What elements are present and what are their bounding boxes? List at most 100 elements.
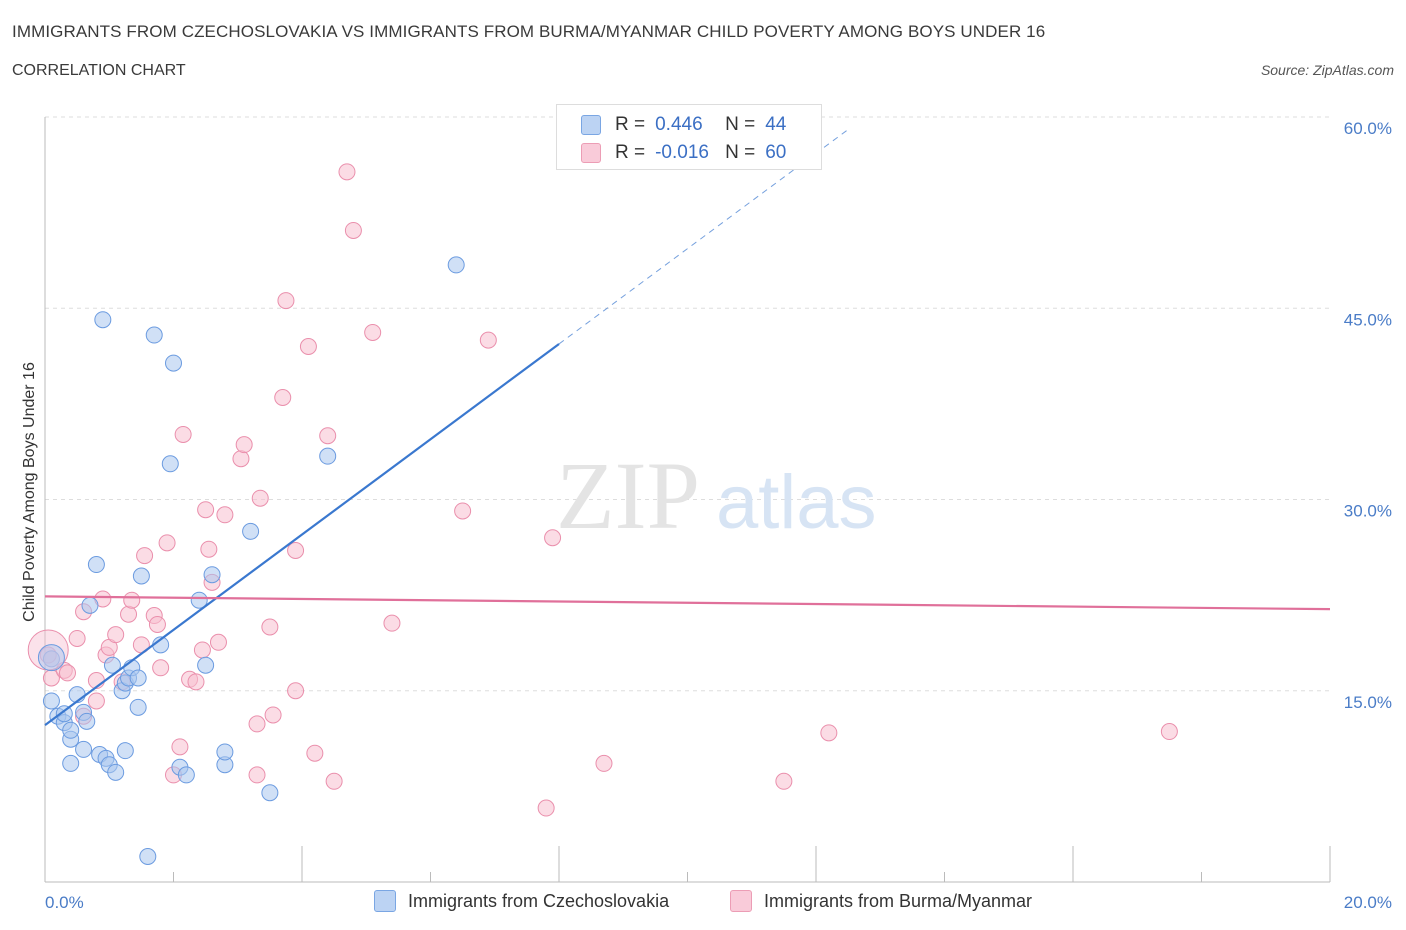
point-czechoslovakia	[62, 721, 80, 739]
legend-n-label: N =	[725, 142, 756, 163]
point-czechoslovakia	[190, 591, 208, 609]
point-burma	[136, 547, 154, 565]
trend-lines	[44, 129, 1331, 727]
stats-legend: R = 0.446 N = 44 R = -0.016 N = 60	[556, 104, 822, 170]
point-burma	[193, 641, 211, 659]
point-czechoslovakia	[165, 354, 182, 372]
point-czechoslovakia	[107, 763, 125, 781]
point-burma	[277, 292, 295, 310]
point-czechoslovakia	[261, 784, 279, 802]
point-burma	[235, 436, 253, 454]
point-czechoslovakia	[75, 740, 93, 758]
point-burma	[248, 715, 266, 733]
point-burma	[174, 425, 192, 443]
tick-labels: 15.0% 30.0% 45.0% 60.0% 0.0% 20.0%	[45, 119, 1392, 912]
point-czechoslovakia	[203, 566, 221, 584]
point-burma	[325, 772, 343, 790]
point-czechoslovakia	[447, 256, 465, 274]
point-burma	[1160, 723, 1178, 741]
point-burma	[107, 626, 125, 644]
point-czechoslovakia	[129, 669, 147, 687]
series-swatch-blue	[374, 890, 396, 912]
point-burma	[595, 754, 613, 772]
point-burma	[216, 506, 234, 524]
point-burma	[197, 501, 215, 519]
point-czechoslovakia	[78, 712, 96, 730]
series-swatch-pink	[730, 890, 752, 912]
point-czechoslovakia	[197, 656, 215, 674]
series-legend-label: Immigrants from Czechoslovakia	[408, 890, 670, 911]
series-legend-item-burma: Immigrants from Burma/Myanmar	[730, 890, 1032, 912]
point-burma	[261, 618, 279, 636]
y-tick-label: 45.0%	[1344, 310, 1392, 329]
point-burma	[232, 450, 250, 468]
point-burma	[120, 605, 138, 623]
point-burma	[187, 673, 205, 691]
chart-subtitle: CORRELATION CHART	[12, 62, 186, 79]
watermark: ZIP atlas	[556, 442, 877, 549]
legend-n-value: 44	[765, 114, 787, 135]
point-czechoslovakia	[177, 766, 195, 784]
legend-r-label: R =	[615, 142, 646, 163]
legend-row-series1: R = 0.446 N = 44	[581, 113, 786, 137]
point-burma	[274, 389, 292, 406]
point-czechoslovakia	[55, 705, 73, 723]
point-burma	[479, 331, 497, 349]
point-burma	[299, 338, 317, 355]
point-czechoslovakia	[116, 742, 134, 760]
legend-row-series2: R = -0.016 N = 60	[581, 141, 786, 165]
point-czechoslovakia	[319, 447, 337, 465]
point-burma	[68, 629, 86, 647]
point-burma	[200, 540, 218, 558]
point-burma	[152, 659, 170, 677]
y-tick-label: 15.0%	[1344, 693, 1392, 712]
legend-n-value: 60	[765, 142, 787, 163]
point-czechoslovakia	[132, 567, 150, 585]
point-burma	[148, 615, 166, 633]
point-burma	[248, 766, 266, 784]
point-czechoslovakia	[216, 743, 234, 761]
point-burma	[264, 706, 282, 724]
point-burma	[306, 744, 324, 762]
point-czechoslovakia	[139, 848, 157, 865]
legend-swatch-blue	[581, 115, 601, 135]
point-burma	[87, 692, 105, 710]
trend-line-czechoslovakia	[44, 343, 560, 727]
point-burma	[383, 614, 401, 632]
point-burma	[58, 664, 76, 682]
series-legend: Immigrants from Czechoslovakia Immigrant…	[0, 890, 1406, 914]
point-burma	[123, 591, 141, 609]
watermark-zip: ZIP	[556, 442, 700, 549]
point-czechoslovakia	[87, 556, 105, 574]
chart-title: IMMIGRANTS FROM CZECHOSLOVAKIA VS IMMIGR…	[12, 22, 1046, 41]
point-burma	[287, 542, 305, 559]
legend-r-value: 0.446	[655, 114, 703, 135]
watermark-atlas: atlas	[716, 460, 877, 545]
y-tick-label: 60.0%	[1344, 119, 1392, 138]
point-burma	[209, 633, 227, 651]
trend-line-burma	[44, 595, 1331, 611]
point-czechoslovakia	[94, 311, 112, 329]
series-legend-label: Immigrants from Burma/Myanmar	[764, 890, 1033, 911]
legend-r-value: -0.016	[655, 142, 709, 163]
y-axis-label: Child Poverty Among Boys Under 16	[21, 362, 38, 622]
series-legend-item-czechoslovakia: Immigrants from Czechoslovakia	[374, 890, 669, 912]
point-czechoslovakia	[242, 522, 260, 540]
point-burma	[251, 489, 269, 507]
point-burma	[364, 323, 382, 341]
point-czechoslovakia	[103, 656, 121, 674]
point-czechoslovakia	[129, 698, 147, 716]
y-tick-label: 30.0%	[1344, 502, 1392, 521]
legend-r-label: R =	[615, 114, 646, 135]
source-label: Source: ZipAtlas.com	[1260, 62, 1394, 78]
point-burma	[338, 163, 356, 181]
point-burma	[820, 724, 838, 742]
point-czechoslovakia	[145, 326, 163, 344]
point-burma	[158, 534, 176, 552]
legend-n-label: N =	[725, 114, 756, 135]
point-czechoslovakia	[161, 455, 179, 473]
point-burma	[171, 738, 189, 756]
point-burma	[319, 427, 337, 445]
point-burma	[344, 221, 362, 239]
